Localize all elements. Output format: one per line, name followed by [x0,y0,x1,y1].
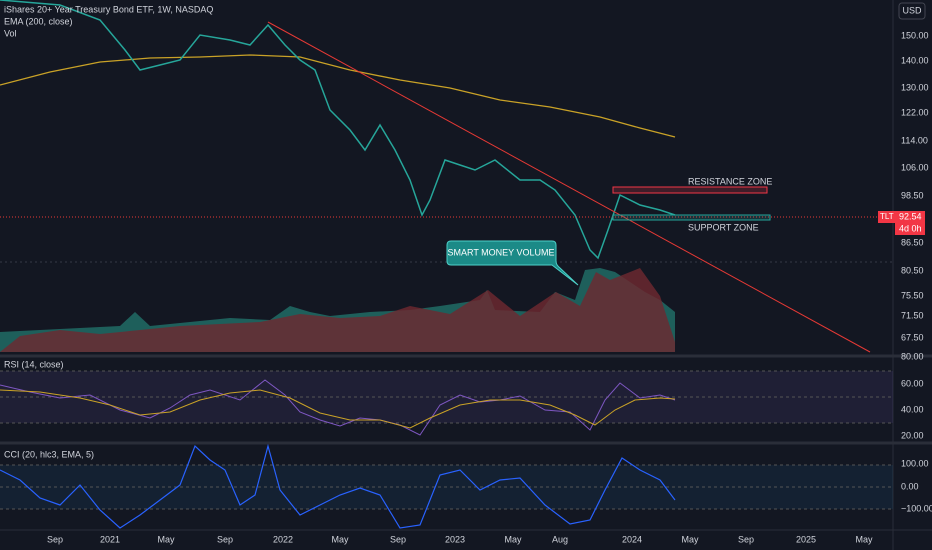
time-tick-label: Sep [217,534,233,544]
cci-title: CCI (20, hlc3, EMA, 5) [4,449,94,459]
rsi-title: RSI (14, close) [4,359,64,369]
time-tick-label: May [681,534,699,544]
callout-box [446,240,579,286]
callout-text: SMART MONEY VOLUME [447,247,554,257]
price-tick-label: 67.50 [901,332,924,342]
symbol-badge [878,211,895,223]
vol-legend: Vol [4,28,17,38]
countdown: 4d 0h [899,223,922,233]
price-axis: 150.00 140.00 130.00 122.00 114.00 106.00 98.5… [901,30,929,361]
rsi-axis: 60.00 40.00 20.00 [901,378,924,440]
price-line [0,0,676,260]
cci-axis: 100.00 0.00 −100.00 [901,458,932,513]
symbol-label: TLT [880,212,894,221]
time-tick-label: May [331,534,349,544]
volume-down [0,268,675,352]
volume-bars [0,268,675,352]
price-tick-label: 122.00 [901,107,929,117]
time-tick-label: 2023 [445,534,465,544]
rsi-tick-label: 20.00 [901,430,924,440]
price-tick-label: 106.00 [901,162,929,172]
price-tick-label: 140.00 [901,55,929,65]
rsi-line [0,379,676,436]
cci-tick-label: −100.00 [901,503,932,513]
time-tick-label: Sep [390,534,406,544]
time-tick-label: 2022 [273,534,293,544]
price-tick-label: 130.00 [901,82,929,92]
rsi-ma [0,389,676,429]
time-tick-label: Sep [47,534,63,544]
rsi-tick-label: 60.00 [901,378,924,388]
time-tick-label: Aug [552,534,568,544]
price-tick-label: 75.50 [901,290,924,300]
time-tick-label: Sep [738,534,754,544]
cci-tick-label: 100.00 [901,458,929,468]
time-tick-label: 2025 [796,534,816,544]
rsi-tick-label: 40.00 [901,404,924,414]
price-tick-label: 150.00 [901,30,929,40]
chart-title: iShares 20+ Year Treasury Bond ETF, 1W, … [4,4,213,14]
time-tick-label: May [157,534,175,544]
support-zone [612,214,771,221]
currency-label[interactable]: USD [902,5,922,15]
ema-line [0,54,676,138]
time-tick-label: 2021 [100,534,120,544]
cci-line [0,443,676,529]
price-tick-label: 80.50 [901,265,924,275]
last-price: 92.54 [899,211,922,221]
time-tick-label: 2024 [622,534,642,544]
resistance-label: RESISTANCE ZONE [688,176,772,186]
price-tick-label: 98.50 [901,190,924,200]
ema-legend: EMA (200, close) [4,16,73,26]
cci-tick-label: 0.00 [901,481,919,491]
trendline [267,21,871,353]
price-tick-label: 71.50 [901,310,924,320]
currency-button[interactable] [898,2,926,20]
support-label: SUPPORT ZONE [688,222,759,232]
resistance-zone [612,186,768,194]
price-tick-label: 86.50 [901,237,924,247]
price-tick-label: 80.00 [901,351,924,361]
time-tick-label: May [855,534,873,544]
time-tick-label: May [504,534,522,544]
price-tick-label: 114.00 [901,135,928,145]
time-axis: Sep 2021 May Sep 2022 May Sep 2023 May Aug 2024 May… [47,534,873,544]
price-badge [895,211,925,235]
